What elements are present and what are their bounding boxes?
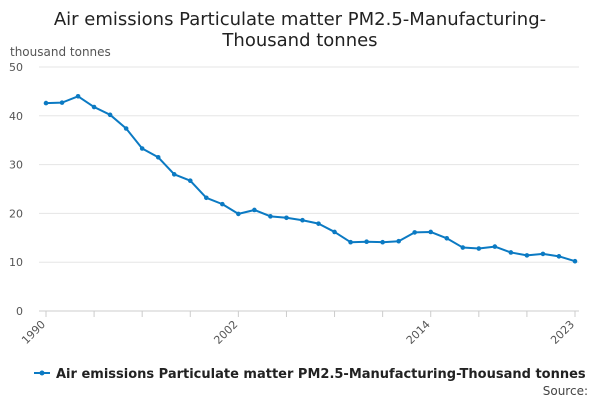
x-axis xyxy=(39,310,579,317)
data-point-1999[interactable] xyxy=(187,178,193,184)
data-point-1990[interactable] xyxy=(43,100,49,106)
legend[interactable]: Air emissions Particulate matter PM2.5-M… xyxy=(34,367,586,382)
chart-title-line-2: Thousand tonnes xyxy=(221,30,377,51)
data-point-2012[interactable] xyxy=(396,238,401,244)
data-point-2000[interactable] xyxy=(204,195,209,201)
x-tick-label: 2023 xyxy=(548,318,577,347)
legend-marker-swatch xyxy=(39,370,45,376)
data-point-2013[interactable] xyxy=(412,230,417,235)
series-line xyxy=(45,95,576,263)
data-point-2011[interactable] xyxy=(380,239,385,245)
data-series xyxy=(43,93,578,264)
data-point-2010[interactable] xyxy=(364,239,369,245)
data-point-2016[interactable] xyxy=(460,245,466,250)
data-point-2021[interactable] xyxy=(540,251,546,257)
data-point-2005[interactable] xyxy=(284,215,289,221)
data-point-1996[interactable] xyxy=(139,146,145,151)
data-point-1997[interactable] xyxy=(155,154,161,160)
y-tick-label: 10 xyxy=(9,256,23,269)
source-label: Source: xyxy=(543,384,588,398)
data-point-1991[interactable] xyxy=(59,100,65,105)
y-tick-label: 50 xyxy=(9,61,23,74)
x-tick-label: 2014 xyxy=(404,318,433,347)
data-point-2020[interactable] xyxy=(524,253,530,258)
data-point-2014[interactable] xyxy=(428,229,434,235)
data-point-2003[interactable] xyxy=(252,207,257,213)
y-tick-label: 40 xyxy=(9,110,23,123)
data-point-2018[interactable] xyxy=(492,244,498,249)
gridlines xyxy=(39,66,579,263)
data-point-2004[interactable] xyxy=(268,214,273,219)
y-axis-tick-labels: 0 10 20 30 40 50 xyxy=(9,61,23,318)
x-tick-label: 2002 xyxy=(211,318,240,347)
data-point-2006[interactable] xyxy=(300,217,305,223)
data-point-2008[interactable] xyxy=(332,229,337,235)
y-tick-label: 30 xyxy=(9,159,23,172)
y-tick-label: 0 xyxy=(16,305,23,318)
legend-label: Air emissions Particulate matter PM2.5-M… xyxy=(56,367,586,382)
data-point-1995[interactable] xyxy=(123,126,129,131)
data-point-1998[interactable] xyxy=(171,172,177,177)
data-point-2002[interactable] xyxy=(236,211,241,217)
data-point-2023[interactable] xyxy=(572,258,578,264)
data-point-2015[interactable] xyxy=(444,235,450,241)
y-axis-unit-label: thousand tonnes xyxy=(10,45,111,59)
data-point-1994[interactable] xyxy=(107,112,113,118)
data-point-1992[interactable] xyxy=(75,93,81,99)
data-point-2007[interactable] xyxy=(316,221,321,226)
x-tick-label: 1990 xyxy=(19,318,48,347)
data-point-2022[interactable] xyxy=(556,254,562,259)
data-point-1993[interactable] xyxy=(91,104,97,110)
data-point-2001[interactable] xyxy=(220,201,225,207)
data-point-2009[interactable] xyxy=(348,239,353,245)
y-tick-label: 20 xyxy=(9,207,23,220)
data-point-2017[interactable] xyxy=(476,246,482,251)
x-axis-tick-labels: 1990 2002 2014 2023 xyxy=(19,318,577,347)
chart-title-line-1: Air emissions Particulate matter PM2.5-M… xyxy=(54,9,546,30)
data-point-2019[interactable] xyxy=(508,250,514,255)
